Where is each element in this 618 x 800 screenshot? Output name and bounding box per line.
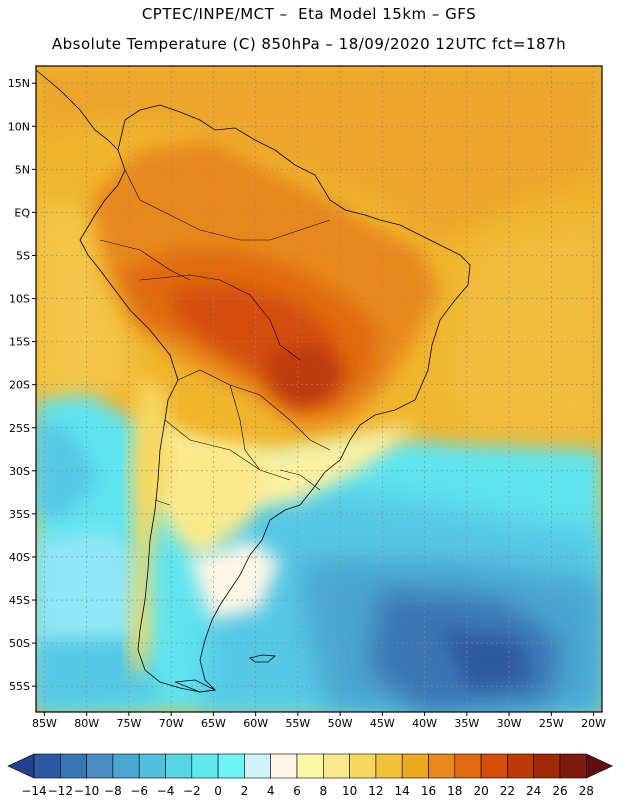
- colorbar-label: 4: [267, 784, 275, 798]
- colorbar-swatch: [401, 753, 429, 779]
- map-frame: [35, 65, 603, 713]
- temperature-field: [36, 66, 602, 712]
- lon-label: 50W: [328, 717, 353, 730]
- lat-label: 10N: [8, 120, 30, 133]
- lon-label: 70W: [159, 717, 184, 730]
- colorbar-label: 18: [447, 784, 462, 798]
- lon-label: 25W: [539, 717, 564, 730]
- lat-label: 35S: [9, 508, 30, 521]
- colorbar-label: −2: [183, 784, 201, 798]
- latitude-labels: 15N 10N 5N EQ 5S 10S 15S 20S 25S 30S 35S 40S 45S 50S 5…: [8, 77, 31, 693]
- colorbar-arrow-right: [585, 753, 614, 779]
- colorbar-labels: −14 −12 −10 −8 −6 −4 −2 0 2 4 6 8 10 12 14 16 18 20 22 24 26…: [21, 784, 594, 798]
- colorbar-swatch: [138, 753, 166, 779]
- colorbar-swatch: [86, 753, 114, 779]
- colorbar-swatch: [270, 753, 298, 779]
- colorbar-swatch: [454, 753, 482, 779]
- colorbar-label: 22: [500, 784, 515, 798]
- colorbar-label: −12: [48, 784, 73, 798]
- lat-label: 5N: [15, 163, 30, 176]
- colorbar-label: 10: [342, 784, 357, 798]
- colorbar-swatch: [375, 753, 403, 779]
- falklands: [249, 654, 276, 663]
- lat-label: 25S: [9, 422, 30, 435]
- lon-label: 85W: [32, 717, 57, 730]
- colorbar-swatch: [112, 753, 140, 779]
- colorbar-swatch: [322, 753, 350, 779]
- colorbar-label: 6: [293, 784, 301, 798]
- title-line-1: CPTEC/INPE/MCT – Eta Model 15km – GFS: [141, 5, 477, 23]
- colorbar-label: 20: [473, 784, 488, 798]
- colorbar-swatch: [349, 753, 377, 779]
- colorbar-swatch: [533, 753, 561, 779]
- central-america-outline: [36, 69, 119, 151]
- colorbar-label: −8: [104, 784, 122, 798]
- lon-label: 60W: [243, 717, 268, 730]
- colorbar-arrow-left: [7, 753, 35, 779]
- colorbar-swatches: [7, 753, 614, 779]
- colorbar-swatch: [428, 753, 456, 779]
- lon-label: 40W: [412, 717, 437, 730]
- colorbar-label: −4: [157, 784, 175, 798]
- lat-label: 20S: [9, 379, 30, 392]
- lat-label: 30S: [9, 465, 30, 478]
- lon-label: 75W: [116, 717, 141, 730]
- lat-label: 55S: [9, 680, 30, 693]
- colorbar-label: 8: [319, 784, 327, 798]
- lon-label: 55W: [285, 717, 310, 730]
- colorbar-label: −6: [130, 784, 148, 798]
- colorbar-swatch: [559, 753, 587, 779]
- colorbar-label: 2: [241, 784, 249, 798]
- lat-label: 5S: [16, 249, 30, 262]
- lat-label: EQ: [14, 206, 30, 219]
- lon-label: 30W: [497, 717, 522, 730]
- colorbar-swatch: [507, 753, 534, 779]
- colorbar-swatch: [165, 753, 193, 779]
- south-america-outline: [79, 104, 471, 693]
- lon-label: 20W: [581, 717, 606, 730]
- colorbar-label: 0: [214, 784, 222, 798]
- lat-label: 15N: [8, 77, 30, 90]
- title-line-2: Absolute Temperature (C) 850hPa – 18/09/…: [51, 35, 567, 53]
- colorbar-swatch: [244, 753, 271, 779]
- lon-label: 45W: [370, 717, 395, 730]
- longitude-labels: 85W 80W 75W 70W 65W 60W 55W 50W 45W 40W 35W 30W 25W 2…: [32, 717, 606, 730]
- colorbar-label: −14: [21, 784, 46, 798]
- colorbar-swatch: [480, 753, 508, 779]
- tierra-del-fuego: [174, 679, 217, 693]
- lon-label: 80W: [74, 717, 99, 730]
- colorbar-label: 14: [395, 784, 410, 798]
- lat-label: 10S: [9, 293, 30, 306]
- lat-label: 45S: [9, 594, 30, 607]
- lon-label: 35W: [454, 717, 479, 730]
- colorbar-label: 28: [579, 784, 594, 798]
- colorbar-label: −10: [74, 784, 99, 798]
- lat-label: 15S: [9, 336, 30, 349]
- colorbar-label: 16: [421, 784, 436, 798]
- colorbar-label: 26: [552, 784, 567, 798]
- country-borders: [99, 169, 331, 506]
- lat-label: 40S: [9, 551, 30, 564]
- colorbar-swatch: [217, 753, 245, 779]
- lat-label: 50S: [9, 637, 30, 650]
- colorbar-label: 12: [368, 784, 383, 798]
- lon-label: 65W: [201, 717, 226, 730]
- coastlines: [36, 69, 471, 693]
- colorbar-swatch: [296, 753, 324, 779]
- colorbar-swatch: [191, 753, 219, 779]
- colorbar-swatch: [33, 753, 61, 779]
- colorbar-swatch: [59, 753, 87, 779]
- colorbar-label: 24: [526, 784, 541, 798]
- graticule: [32, 66, 602, 716]
